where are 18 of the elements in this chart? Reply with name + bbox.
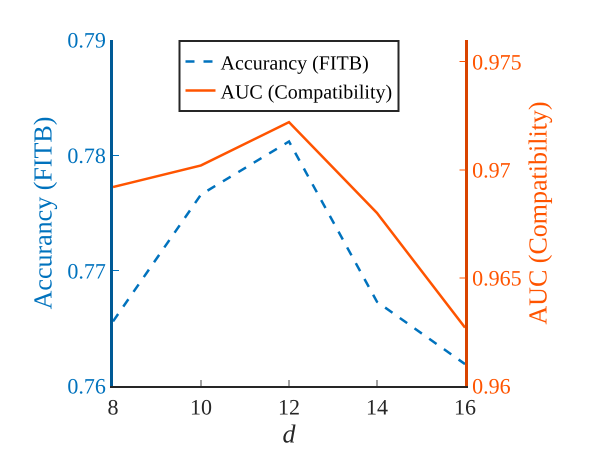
legend-label: AUC (Compatibility) [220, 81, 392, 104]
x-tick-label: 10 [190, 394, 212, 420]
y-axis-title: Accurancy (FITB) [28, 116, 58, 310]
y2-axis-title: AUC (Compatibility) [523, 101, 552, 325]
line-series [113, 140, 465, 366]
y-tick-label: 0.79 [67, 28, 106, 53]
y-tick-label: 0.77 [67, 258, 106, 284]
line-series [113, 120, 465, 329]
y2-tick-label: 0.97 [472, 157, 511, 182]
x-tick-label: 12 [278, 394, 300, 420]
x-axis-title: d [282, 419, 296, 448]
x-tick-label: 14 [366, 394, 388, 420]
y2-tick-label: 0.965 [472, 266, 522, 291]
y2-tick-label: 0.975 [472, 49, 522, 74]
y-tick-label: 0.76 [67, 374, 106, 399]
y-tick-label: 0.78 [67, 143, 106, 168]
x-tick-label: 8 [108, 394, 118, 420]
legend-label: Accurancy (FITB) [220, 52, 369, 74]
